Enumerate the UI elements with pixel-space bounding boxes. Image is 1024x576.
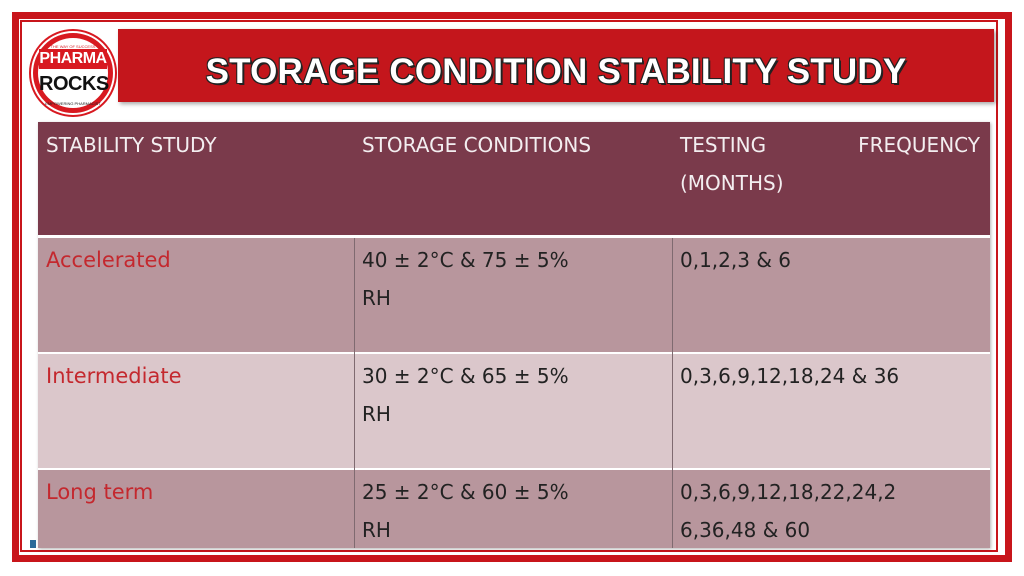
- page-title: STORAGE CONDITION STABILITY STUDY: [205, 52, 907, 91]
- header-divider: [38, 235, 990, 238]
- table-row-accelerated-frequency: 0,1,2,3 & 6: [672, 238, 990, 352]
- condition-line: RH: [362, 402, 391, 426]
- pharma-rocks-logo: THE WAY OF SUCCESS PHARMA ROCKS EMPOWERI…: [31, 31, 115, 115]
- frequency-word: FREQUENCY: [858, 133, 980, 157]
- condition-line: 25 ± 2°C & 60 ± 5%: [362, 480, 569, 504]
- frequency-line: 0,3,6,9,12,18,22,24,2: [680, 480, 897, 504]
- header-storage-conditions: STORAGE CONDITIONS: [354, 122, 672, 235]
- study-name: Intermediate: [46, 364, 182, 388]
- condition-line: RH: [362, 518, 391, 542]
- logo-subtitle: EMPOWERING PHARMACIST: [45, 101, 101, 106]
- header-study-label: STABILITY STUDY: [46, 133, 217, 157]
- study-name: Long term: [46, 480, 154, 504]
- condition-line: RH: [362, 286, 391, 310]
- study-name: Accelerated: [46, 248, 171, 272]
- row-divider: [38, 468, 990, 470]
- frequency-line: 6,36,48 & 60: [680, 518, 811, 542]
- slide-inner-border: [20, 20, 998, 552]
- column-divider: [672, 238, 673, 548]
- condition-line: 40 ± 2°C & 75 ± 5%: [362, 248, 569, 272]
- table-row-accelerated-conditions: 40 ± 2°C & 75 ± 5% RH: [354, 238, 672, 352]
- table-row-intermediate-frequency: 0,3,6,9,12,18,24 & 36: [672, 354, 990, 468]
- months-word: (MONTHS): [680, 171, 784, 195]
- table-row-intermediate-conditions: 30 ± 2°C & 65 ± 5% RH: [354, 354, 672, 468]
- table-row-accelerated-study: Accelerated: [38, 238, 354, 352]
- testing-frequency-label: TESTING FREQUENCY (MONTHS): [680, 126, 980, 202]
- header-conditions-label: STORAGE CONDITIONS: [362, 133, 592, 157]
- table-row-long-term-study: Long term: [38, 470, 354, 548]
- table-row-long-term-frequency: 0,3,6,9,12,18,22,24,2 6,36,48 & 60: [672, 470, 990, 548]
- frequency-line: 0,1,2,3 & 6: [680, 248, 792, 272]
- row-divider: [38, 352, 990, 354]
- table-row-long-term-conditions: 25 ± 2°C & 60 ± 5% RH: [354, 470, 672, 548]
- title-banner: STORAGE CONDITION STABILITY STUDY: [118, 29, 994, 102]
- frequency-line: 0,3,6,9,12,18,24 & 36: [680, 364, 900, 388]
- table-row-intermediate-study: Intermediate: [38, 354, 354, 468]
- testing-word: TESTING: [680, 133, 767, 157]
- header-testing-frequency: TESTING FREQUENCY (MONTHS): [672, 122, 990, 235]
- column-divider: [354, 238, 355, 548]
- logo-word-top: PHARMA: [39, 49, 107, 69]
- logo-word-bottom: ROCKS: [39, 73, 109, 95]
- corner-marker: [30, 540, 36, 548]
- condition-line: 30 ± 2°C & 65 ± 5%: [362, 364, 569, 388]
- stability-table: STABILITY STUDY STORAGE CONDITIONS TESTI…: [38, 122, 990, 548]
- header-stability-study: STABILITY STUDY: [38, 122, 354, 235]
- logo-tagline: THE WAY OF SUCCESS: [50, 44, 96, 49]
